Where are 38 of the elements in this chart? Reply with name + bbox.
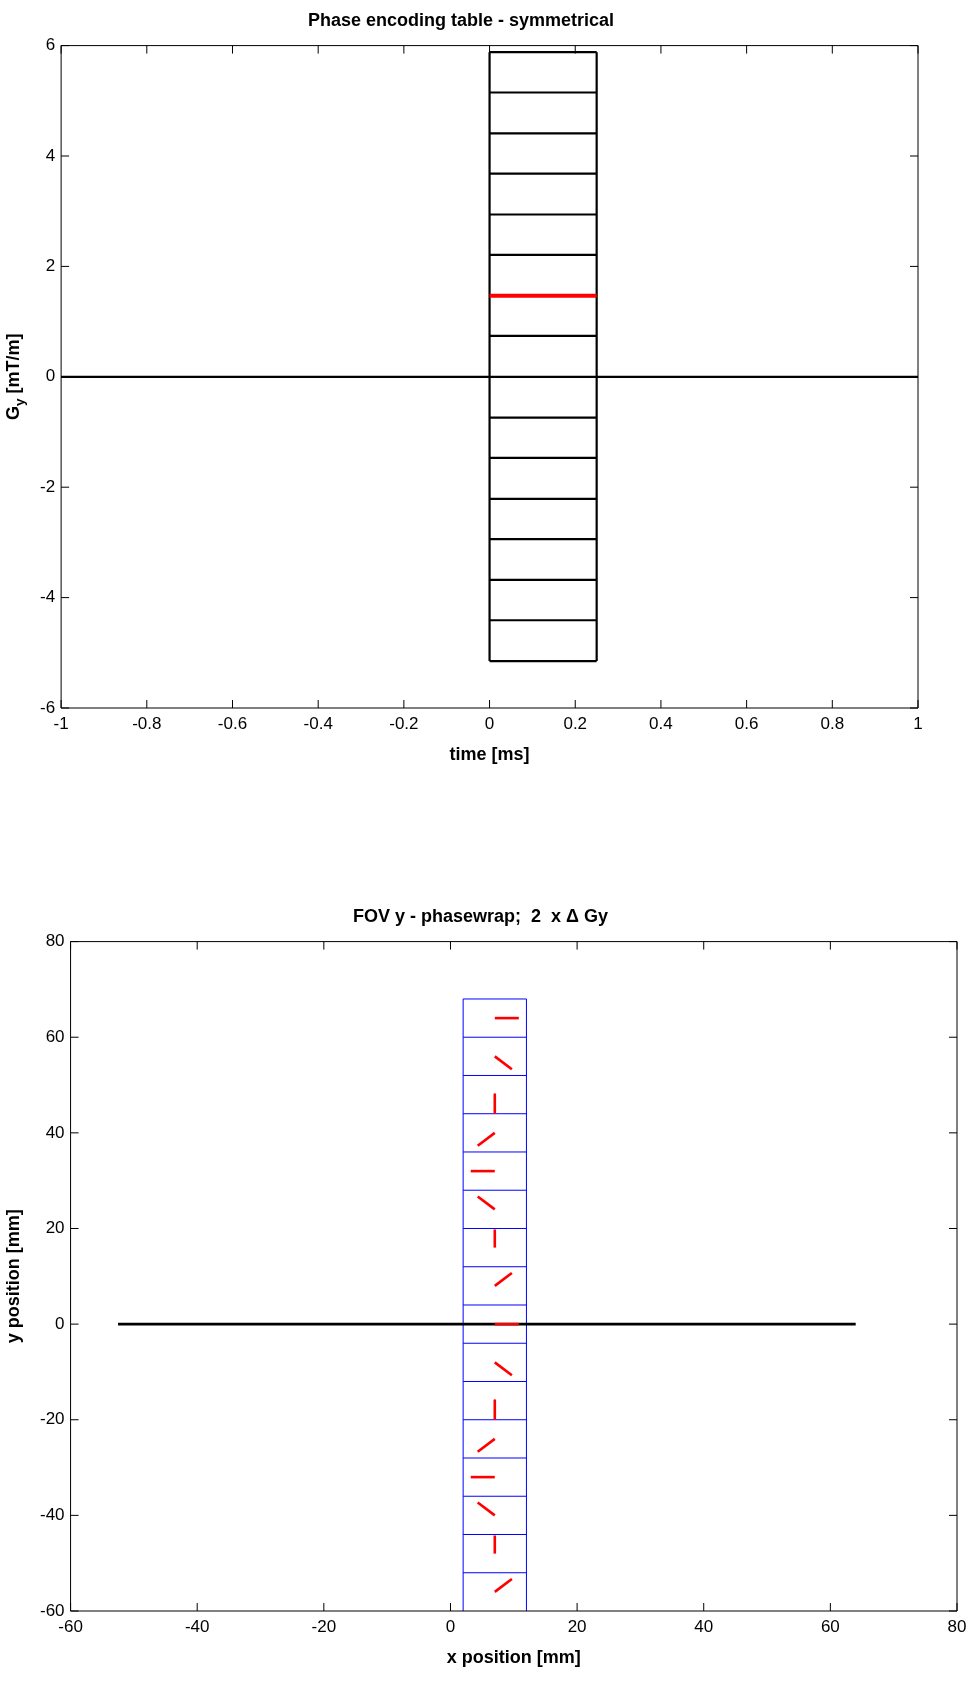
x-tick-label: -20 — [311, 1616, 337, 1636]
x-tick-label: 1 — [913, 713, 923, 733]
chart-title: Phase encoding table - symmetrical — [307, 9, 615, 30]
y-axis-title: y position [mm] — [2, 1209, 23, 1344]
y-tick-label: 80 — [45, 931, 65, 951]
x-tick-label: -1 — [53, 713, 69, 733]
y-tick-label: 4 — [45, 145, 56, 165]
x-tick-label: 40 — [694, 1616, 714, 1636]
chart-title: FOV y - phasewrap; 2 x Δ Gy — [352, 905, 609, 926]
x-tick-label: 80 — [947, 1616, 967, 1636]
y-tick-label: -40 — [39, 1505, 65, 1525]
y-axis-title: Gy [mT/m] — [2, 333, 28, 421]
x-tick-label: 0.2 — [563, 713, 588, 733]
x-tick-label: 0.8 — [820, 713, 845, 733]
x-axis-title: time [ms] — [449, 744, 530, 765]
y-tick-label: -20 — [39, 1409, 65, 1429]
x-tick-label: -40 — [184, 1616, 210, 1636]
x-tick-label: 20 — [567, 1616, 587, 1636]
y-tick-label: -6 — [39, 697, 56, 717]
x-tick-label: 0.6 — [734, 713, 759, 733]
x-tick-label: -0.6 — [217, 713, 248, 733]
x-tick-label: -0.4 — [303, 713, 333, 733]
y-tick-label: 0 — [45, 366, 56, 386]
x-tick-label: 0 — [484, 713, 495, 733]
x-tick-label: 0.4 — [649, 713, 673, 733]
x-tick-label: -0.8 — [132, 713, 162, 733]
y-tick-label: 40 — [45, 1122, 65, 1142]
y-tick-label: -2 — [39, 476, 56, 496]
x-tick-label: 60 — [820, 1616, 840, 1636]
y-tick-label: 0 — [55, 1313, 65, 1333]
x-axis-title: x position [mm] — [446, 1647, 581, 1668]
y-tick-label: -4 — [39, 587, 56, 607]
x-tick-label: -0.2 — [389, 713, 419, 733]
y-tick-label: 60 — [45, 1026, 65, 1046]
y-tick-label: 2 — [45, 256, 56, 276]
y-tick-label: 6 — [45, 35, 56, 55]
y-tick-label: 20 — [45, 1218, 65, 1238]
x-tick-label: 0 — [445, 1616, 456, 1636]
